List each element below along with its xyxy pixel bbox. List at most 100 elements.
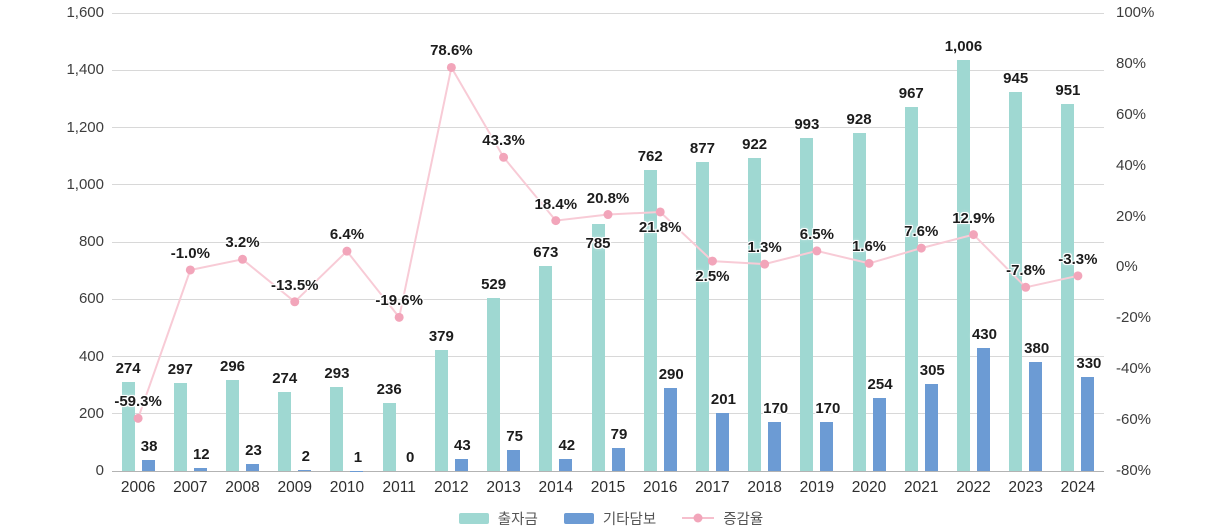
- gitadambo-bar: [246, 464, 260, 471]
- chuljageum-value-label: 379: [428, 328, 454, 346]
- x-axis-year-label: 2007: [173, 479, 208, 496]
- chuljageum-bar: [121, 381, 135, 471]
- gitadambo-value-label: 170: [763, 400, 789, 418]
- x-axis-year-label: 2012: [434, 479, 469, 496]
- gitadambo-bar: [454, 458, 468, 471]
- gitadambo-value-label: 1: [353, 448, 363, 466]
- gridline: [112, 12, 1104, 14]
- growth-rate-label: -13.5%: [270, 276, 319, 294]
- left-axis-tick: 1,400: [66, 61, 104, 79]
- chuljageum-value-label: 297: [167, 360, 193, 378]
- line-point-marker: [864, 258, 874, 268]
- chuljageum-value-label: 951: [1055, 82, 1081, 100]
- chuljageum-bar: [800, 138, 814, 471]
- legend-label: 기타담보: [602, 511, 657, 528]
- chuljageum-bar: [487, 298, 501, 471]
- gitadambo-bar: [768, 422, 782, 471]
- gitadambo-bar: [715, 413, 729, 471]
- legend-label: 증감율: [723, 511, 764, 528]
- growth-rate-label: -59.3%: [114, 393, 162, 411]
- chuljageum-bar: [1061, 104, 1075, 471]
- gitadambo-value-label: 201: [710, 391, 736, 409]
- right-axis-tick: -40%: [1116, 360, 1152, 378]
- gitadambo-value-label: 430: [971, 325, 997, 343]
- gitadambo-bar: [872, 398, 886, 471]
- right-axis-tick: 60%: [1116, 105, 1147, 123]
- line-point-marker: [1073, 271, 1083, 281]
- right-axis-tick: -60%: [1116, 411, 1152, 429]
- growth-rate-label: 7.6%: [904, 223, 939, 241]
- chuljageum-value-label: 928: [846, 110, 872, 128]
- chuljageum-value-label: 293: [324, 364, 350, 382]
- growth-rate-label: 43.3%: [482, 132, 525, 150]
- chuljageum-bar: [748, 158, 762, 471]
- growth-rate-label: 20.8%: [586, 189, 630, 207]
- line-point-marker: [655, 207, 665, 217]
- chuljageum-bar: [852, 132, 866, 471]
- gitadambo-value-label: 12: [192, 445, 210, 463]
- gridline: [112, 127, 1104, 128]
- line-point-marker: [812, 246, 822, 256]
- x-axis-year-label: 2018: [747, 479, 782, 496]
- chuljageum-value-label: 673: [533, 244, 559, 262]
- left-axis-tick: 600: [78, 290, 104, 308]
- growth-rate-label: 1.3%: [747, 239, 782, 257]
- chuljageum-bar: [434, 350, 448, 471]
- gitadambo-value-label: 2: [301, 448, 310, 466]
- line-point-marker: [290, 297, 300, 307]
- gitadambo-bar: [924, 383, 938, 471]
- chuljageum-bar: [643, 169, 657, 471]
- x-axis-year-label: 2015: [590, 479, 626, 496]
- chuljageum-value-label: 945: [1003, 69, 1029, 87]
- gridline: [112, 69, 1104, 71]
- gitadambo-value-label: 23: [245, 442, 262, 460]
- growth-rate-label: 1.6%: [851, 238, 887, 256]
- x-axis-year-label: 2008: [225, 479, 260, 496]
- gitadambo-bar: [611, 448, 625, 471]
- x-axis-year-label: 2009: [277, 479, 312, 496]
- gitadambo-value-label: 42: [558, 436, 576, 454]
- gitadambo-bar: [298, 470, 312, 471]
- line-point-marker: [603, 210, 613, 220]
- blue-swatch-icon: [563, 512, 594, 524]
- growth-rate-label: 21.8%: [638, 218, 682, 236]
- gitadambo-value-label: 0: [405, 449, 415, 466]
- gitadambo-bar: [1029, 362, 1043, 471]
- gitadambo-bar: [507, 449, 521, 471]
- growth-rate-label: 3.2%: [225, 234, 260, 252]
- legend-item-chuljageum: 출자금: [458, 508, 538, 529]
- gitadambo-bar: [663, 387, 677, 471]
- gitadambo-bar: [1081, 376, 1095, 471]
- gitadambo-bar: [193, 467, 207, 471]
- legend: 출자금 기타담보 증감율: [0, 506, 1222, 530]
- line-point-marker: [185, 265, 195, 275]
- growth-rate-label: 18.4%: [534, 195, 578, 213]
- right-axis-tick: 40%: [1116, 156, 1147, 174]
- chuljageum-value-label: 236: [376, 381, 402, 399]
- gitadambo-bar: [820, 422, 834, 471]
- line-swatch-icon: [682, 513, 715, 523]
- gitadambo-value-label: 170: [815, 400, 841, 418]
- left-axis-tick: 1,000: [66, 175, 104, 193]
- gridline: [112, 413, 1104, 415]
- line-point-marker: [968, 230, 978, 240]
- gitadambo-bar: [141, 460, 155, 471]
- growth-rate-label: -7.8%: [1006, 262, 1046, 280]
- x-axis-year-label: 2021: [904, 479, 939, 496]
- chuljageum-bar: [695, 162, 709, 471]
- chuljageum-bar: [278, 391, 292, 471]
- left-axis-tick: 1,600: [66, 4, 104, 21]
- x-axis-year-label: 2022: [956, 479, 991, 496]
- growth-rate-label: 12.9%: [952, 209, 995, 227]
- line-point-marker: [342, 246, 352, 256]
- legend-item-gitadambo: 기타담보: [563, 508, 657, 529]
- gitadambo-value-label: 330: [1076, 354, 1102, 372]
- chuljageum-value-label: 922: [742, 136, 768, 154]
- line-marker-icon: [693, 513, 703, 523]
- left-axis-tick: 400: [78, 347, 104, 365]
- right-axis-tick: 20%: [1116, 207, 1147, 225]
- chuljageum-bar: [956, 59, 970, 471]
- x-axis-year-label: 2016: [642, 479, 678, 496]
